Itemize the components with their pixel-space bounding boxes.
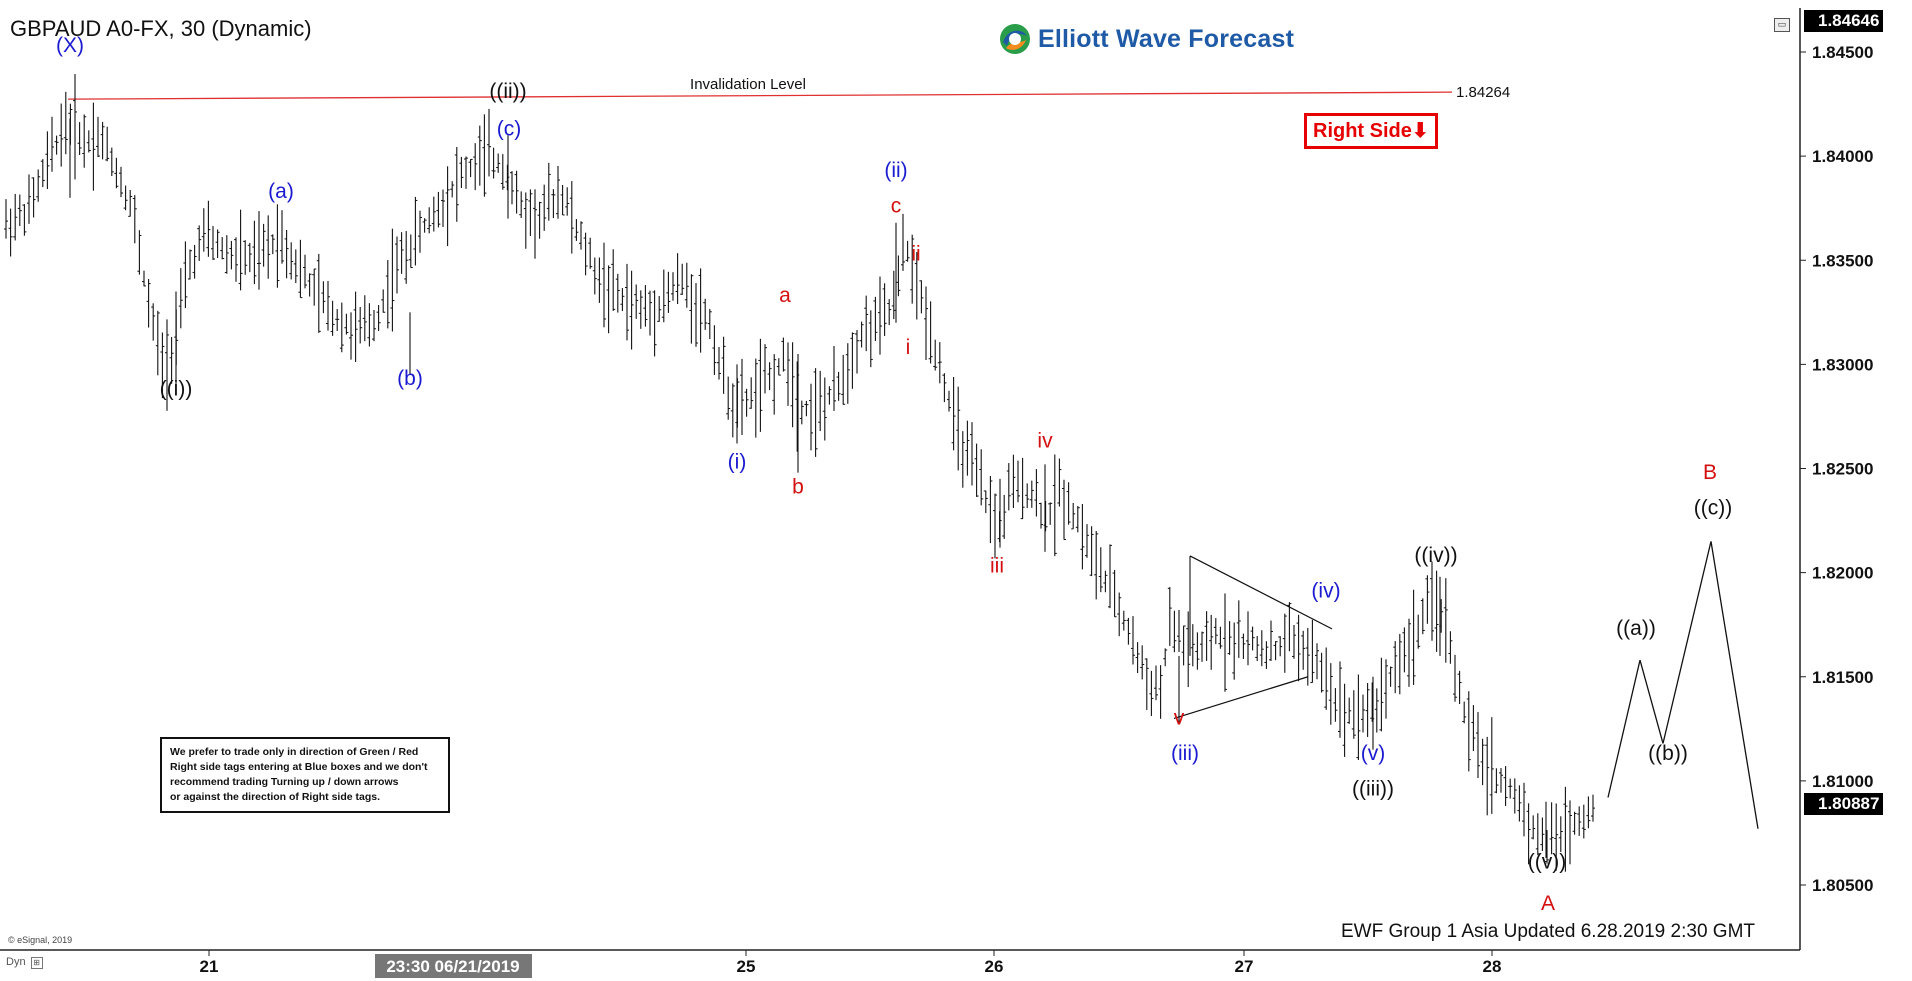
price-bars [4, 74, 1595, 872]
x-tick-label: 28 [1483, 957, 1502, 976]
y-tick-label: 1.80500 [1812, 876, 1873, 895]
projection-path [1607, 541, 1759, 829]
trading-note: We prefer to trade only in direction of … [160, 737, 450, 813]
window-restore-icon[interactable]: ▭ [1774, 18, 1790, 32]
wave-label: (iv) [1311, 580, 1340, 603]
note-line: Right side tags entering at Blue boxes a… [170, 761, 428, 773]
wave-label: ((i)) [160, 378, 193, 401]
wave-label: iii [990, 555, 1004, 578]
y-tick-label: 1.81500 [1812, 668, 1873, 687]
y-tick-label: 1.82500 [1812, 460, 1873, 479]
brand-name: Elliott Wave Forecast [1038, 24, 1295, 53]
x-tick-label: 27 [1235, 957, 1254, 976]
wave-label: (ii) [884, 159, 907, 182]
invalidation-level: Invalidation Level 1.84264 [67, 76, 1510, 101]
chart-title: GBPAUD A0-FX, 30 (Dynamic) [10, 16, 312, 41]
wave-label: (v) [1361, 742, 1386, 765]
y-axis: 1.84500 1.84000 1.83500 1.83000 1.82500 1.820… [1800, 43, 1873, 895]
invalidation-value: 1.84264 [1456, 84, 1510, 101]
wave-label: ((iii)) [1352, 777, 1394, 800]
copyright-text: © eSignal, 2019 [8, 935, 73, 945]
update-footer: EWF Group 1 Asia Updated 6.28.2019 2:30 … [1341, 921, 1756, 942]
note-line: We prefer to trade only in direction of … [170, 746, 419, 758]
wave-label: (c) [497, 117, 522, 140]
dyn-toggle-icon[interactable]: ⊞ [30, 957, 43, 969]
wave-label: ii [911, 242, 920, 265]
note-line: or against the direction of Right side t… [170, 791, 381, 803]
wave-label: v [1174, 707, 1185, 730]
invalidation-line [67, 91, 1453, 100]
y-tick-label: 1.82000 [1812, 564, 1873, 583]
x-cursor-box [375, 954, 532, 978]
wave-label: ((ii)) [489, 80, 526, 103]
wave-labels: (X)((i))(a)(b)((ii))(c)(i)ab(ii)ciiiivii… [56, 34, 1732, 915]
wave-label: a [779, 284, 791, 307]
wave-label: ((v)) [1528, 850, 1566, 873]
wave-label: (i) [728, 451, 747, 474]
x-tick-label: 21 [200, 957, 219, 976]
wave-label: ((b)) [1648, 742, 1688, 765]
brand-logo: Elliott Wave Forecast [998, 22, 1294, 56]
y-tick-label: 1.81000 [1812, 772, 1873, 791]
x-axis: 21 25 26 27 28 23:30 06/21/2019 [200, 950, 1502, 978]
current-high-price-tag: 1.84646 [1804, 10, 1884, 32]
wave-label: (b) [397, 367, 423, 390]
dyn-text: Dyn [6, 956, 26, 968]
wave-label: A [1541, 892, 1555, 915]
wave-label: b [792, 475, 804, 498]
triangle-pattern [1173, 555, 1333, 719]
logo-icon [1000, 24, 1030, 54]
right-side-tag: Right Side⬇ [1304, 113, 1438, 149]
wave-label: (a) [268, 180, 294, 203]
invalidation-label: Invalidation Level [690, 76, 806, 93]
wave-label: ((a)) [1616, 617, 1656, 640]
triangle-lower-line [1173, 676, 1309, 719]
wave-label: ((c)) [1694, 496, 1732, 519]
dyn-label: Dyn ⊞ [6, 956, 43, 969]
wave-label: i [906, 336, 911, 359]
y-tick-label: 1.83000 [1812, 355, 1873, 374]
x-cursor-label: 23:30 06/21/2019 [386, 957, 519, 976]
last-price-tag: 1.80887 [1804, 793, 1884, 816]
note-line: recommend trading Turning up / down arro… [170, 776, 399, 788]
wave-label: iv [1037, 430, 1053, 453]
projection-line [1607, 541, 1759, 829]
wave-label: (iii) [1171, 742, 1199, 765]
y-tick-label: 1.84500 [1812, 43, 1873, 62]
y-tick-label: 1.84000 [1812, 147, 1873, 166]
x-tick-label: 26 [985, 957, 1004, 976]
wave-label: ((iv)) [1414, 544, 1457, 567]
wave-label: (X) [56, 34, 84, 57]
wave-label: B [1703, 461, 1717, 484]
wave-label: c [891, 194, 902, 217]
y-tick-label: 1.83500 [1812, 251, 1873, 270]
triangle-upper-line [1189, 555, 1333, 630]
x-tick-label: 25 [737, 957, 756, 976]
